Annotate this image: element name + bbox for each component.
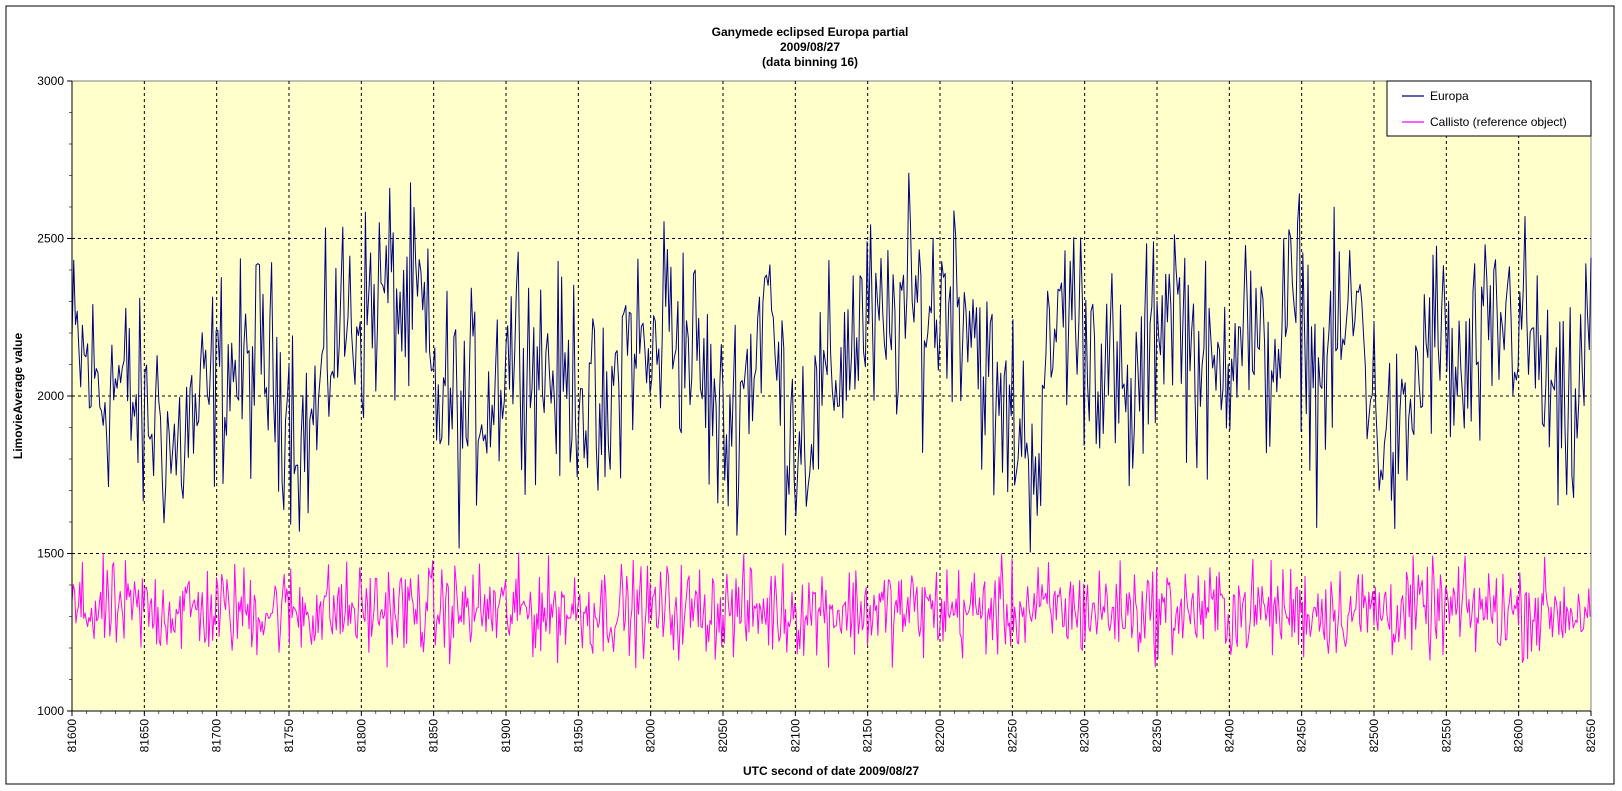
y-tick-label: 2500 [37,232,64,246]
x-tick-label: 81650 [137,719,151,753]
chart-title-line-2: 2009/08/27 [780,40,840,54]
x-tick-label: 82400 [1222,719,1236,753]
x-tick-label: 82250 [1005,719,1019,753]
x-tick-label: 81600 [65,719,79,753]
x-tick-label: 81850 [427,719,441,753]
x-tick-label: 81800 [354,719,368,753]
y-tick-label: 1500 [37,547,64,561]
axes [67,80,1592,716]
x-tick-label: 82650 [1584,719,1598,753]
x-tick-label: 82050 [716,719,730,753]
x-tick-label: 82350 [1150,719,1164,753]
y-axis-label: LimovieAverage value [11,333,25,460]
series-line-callisto [71,552,1591,669]
x-tick-label: 82450 [1295,719,1309,753]
y-tick-labels: 1000 1500 2000 2500 3000 [37,74,64,718]
legend-label-callisto: Callisto (reference object) [1430,115,1567,129]
x-tick-label: 82150 [861,719,875,753]
y-tick-label: 1000 [37,704,64,718]
x-tick-label: 82100 [788,719,802,753]
legend-box [1386,80,1592,137]
x-tick-label: 82000 [644,719,658,753]
legend-label-europa: Europa [1430,89,1469,103]
x-tick-label: 82500 [1367,719,1381,753]
x-tick-label: 81700 [210,719,224,753]
x-tick-label: 82300 [1078,719,1092,753]
chart-title-line-1: Ganymede eclipsed Europa partial [712,25,909,39]
x-tick-labels: 81600 81650 81700 81750 81800 81850 81900 81950… [65,719,1598,753]
x-tick-label: 82600 [1512,719,1526,753]
x-tick-label: 82200 [933,719,947,753]
x-tick-label: 81750 [282,719,296,753]
x-tick-label: 81900 [499,719,513,753]
x-axis-label: UTC second of date 2009/08/27 [743,764,919,778]
x-tick-label: 81950 [571,719,585,753]
chart-title-line-3: (data binning 16) [762,55,858,69]
series-lines [71,172,1592,669]
series-line-europa [71,172,1592,553]
y-tick-label: 2000 [37,389,64,403]
x-tick-label: 82550 [1439,719,1453,753]
y-tick-label: 3000 [37,74,64,88]
legend: Europa Callisto (reference object) [1386,80,1592,137]
